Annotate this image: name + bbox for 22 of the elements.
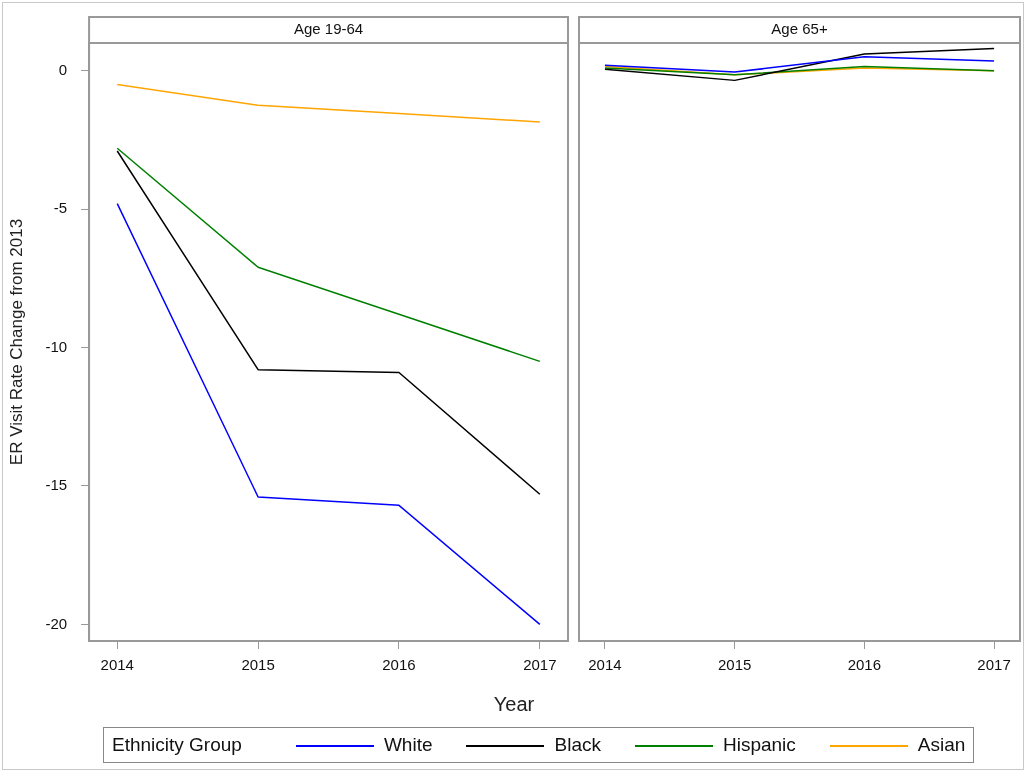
y-tick-label: -15 [45,476,68,494]
x-tick-label: 2015 [717,656,752,674]
legend-label: Black [554,734,601,755]
y-axis-title: ER Visit Rate Change from 2013 [6,218,26,466]
x-tick-label: 2017 [523,656,557,674]
x-tick-label: 2014 [100,656,134,674]
x-axis-title: Year [492,693,536,716]
x-tick-label: 2014 [588,656,622,674]
legend-title: Ethnicity Group [112,734,242,756]
legend-label: White [383,734,433,755]
legend-label: Hispanic [722,734,796,755]
x-tick-label: 2016 [382,656,416,674]
y-tick-label: 0 [58,60,68,78]
x-tick-label: 2015 [241,656,275,674]
y-tick-label: -20 [45,614,68,632]
x-tick-label: 2016 [847,656,882,674]
y-tick-label: -5 [53,199,68,217]
chart-title: Age 19-64 [293,20,364,38]
y-tick-label: -10 [45,337,68,355]
legend-label: Asian [917,734,966,755]
x-tick-label: 2017 [977,656,1011,674]
chart-title: Age 65+ [771,20,828,38]
